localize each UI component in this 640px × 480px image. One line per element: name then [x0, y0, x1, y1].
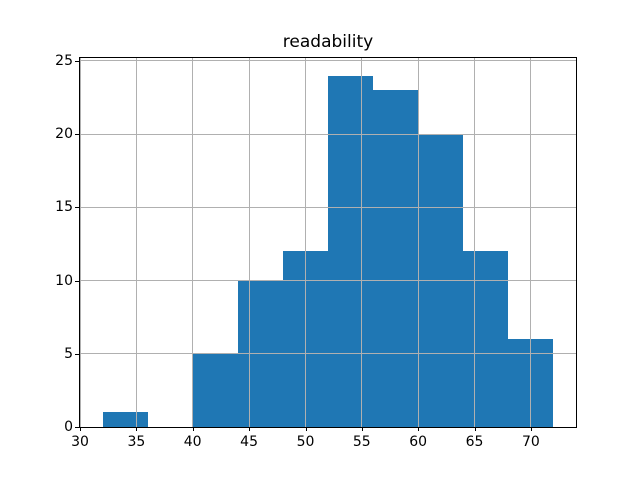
gridline-horizontal [80, 60, 576, 62]
x-tick-label: 50 [296, 434, 315, 450]
plot-area: 30 35 40 45 50 55 60 65 70 0 5 10 15 20 25 [55, 53, 577, 450]
y-tick-mark [75, 280, 79, 282]
x-tick-mark [418, 427, 420, 431]
histogram-bar [102, 412, 148, 427]
x-tick-label: 45 [240, 434, 259, 450]
gridline-vertical [135, 58, 137, 427]
gridline-vertical [361, 58, 363, 427]
gridline-vertical [474, 58, 475, 427]
y-tick-mark [75, 207, 79, 209]
gridline-vertical [305, 58, 306, 427]
histogram-bar [463, 251, 509, 427]
y-tick-mark [75, 60, 79, 62]
x-tick-label: 30 [71, 434, 89, 450]
x-tick-label: 70 [521, 434, 540, 450]
gridline-horizontal [80, 206, 576, 208]
y-tick-label: 25 [55, 52, 73, 69]
histogram-bar [192, 353, 238, 427]
x-tick-label: 55 [352, 434, 371, 450]
x-tick-mark [80, 427, 81, 431]
x-tick-label: 60 [409, 434, 428, 450]
x-tick-mark [530, 427, 532, 431]
y-tick-mark [75, 353, 79, 355]
gridline-horizontal [80, 133, 576, 135]
gridline-horizontal [80, 280, 576, 282]
gridline-vertical [192, 58, 194, 427]
x-tick-mark [249, 427, 251, 431]
x-tick-mark [136, 427, 138, 431]
x-tick-mark [305, 427, 307, 431]
gridline-vertical [417, 58, 419, 427]
x-tick-mark [361, 427, 363, 431]
x-tick-label: 40 [183, 434, 202, 450]
y-tick-label: 15 [55, 199, 73, 216]
gridline-horizontal [80, 426, 576, 428]
y-tick-label: 10 [55, 272, 73, 289]
x-tick-label: 35 [127, 434, 146, 450]
y-tick-mark [75, 427, 79, 428]
x-tick-mark [192, 427, 194, 431]
gridline-vertical [248, 58, 250, 427]
gridline-vertical [530, 58, 532, 427]
histogram-bar [373, 90, 419, 427]
histogram-bar [328, 75, 374, 427]
gridline-vertical [79, 58, 81, 427]
y-tick-label: 0 [64, 419, 73, 435]
gridline-horizontal [80, 353, 576, 355]
y-tick-label: 20 [55, 126, 73, 143]
y-tick-label: 5 [64, 345, 73, 362]
x-tick-label: 65 [465, 434, 484, 450]
chart-title: readability [282, 32, 374, 52]
x-tick-mark [474, 427, 476, 431]
y-tick-mark [75, 134, 79, 136]
